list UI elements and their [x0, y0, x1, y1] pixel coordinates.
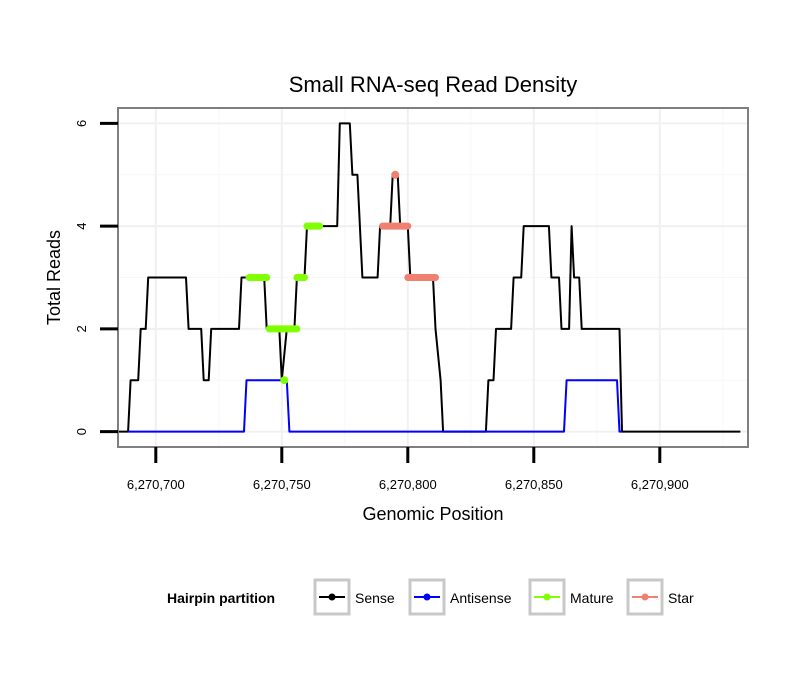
y-tick-label: 2 [74, 325, 89, 332]
x-axis-title: Genomic Position [362, 504, 503, 524]
y-tick-label: 0 [74, 428, 89, 435]
x-tick-label: 6,270,700 [127, 477, 185, 492]
legend-dot-star [641, 593, 649, 601]
legend-title: Hairpin partition [167, 590, 275, 606]
legend-dot-antisense [423, 593, 431, 601]
legend: Hairpin partition Sense Antisense Mature St… [167, 578, 694, 616]
chart-title: Small RNA-seq Read Density [289, 72, 578, 97]
legend-label-sense: Sense [355, 590, 395, 606]
plot-panel [115, 107, 749, 448]
sense-line [115, 122, 741, 433]
antisense-line [128, 379, 622, 433]
legend-label-mature: Mature [570, 590, 614, 606]
x-axis: 6,270,700 6,270,750 6,270,800 6,270,850 6,27… [127, 447, 689, 492]
x-tick-label: 6,270,900 [631, 477, 689, 492]
y-tick-label: 6 [74, 120, 89, 127]
y-tick-label: 4 [74, 223, 89, 230]
legend-dot-mature [543, 593, 551, 601]
legend-label-star: Star [668, 590, 694, 606]
legend-label-antisense: Antisense [450, 590, 512, 606]
legend-dot-sense [328, 593, 336, 601]
y-axis-title: Total Reads [44, 230, 64, 325]
y-axis: 0 2 4 6 [74, 120, 118, 435]
x-tick-label: 6,270,850 [505, 477, 563, 492]
series-group [115, 122, 741, 433]
x-tick-label: 6,270,750 [253, 477, 311, 492]
x-tick-label: 6,270,800 [379, 477, 437, 492]
mature-point [280, 376, 289, 385]
star-point [391, 170, 400, 179]
panel-border [117, 107, 749, 448]
